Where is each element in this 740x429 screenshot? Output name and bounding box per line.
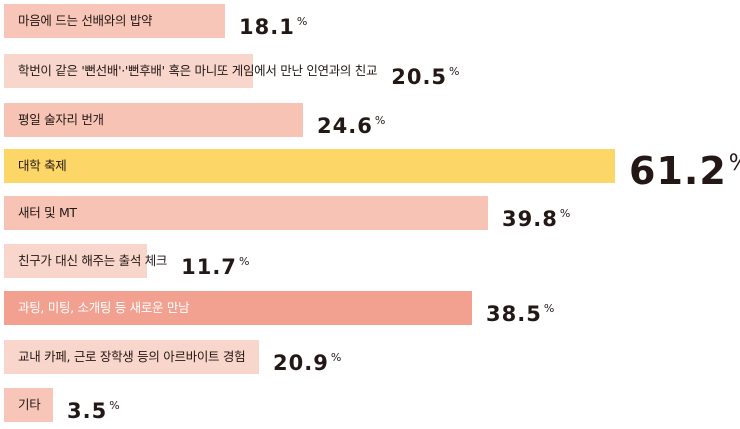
value-label: 20.9% (273, 340, 342, 381)
value-number: 39.8 (502, 207, 558, 231)
category-label: 친구가 대신 해주는 출석 체크 (18, 253, 168, 268)
bar (4, 244, 147, 278)
category-label: 과팅, 미팅, 소개팅 등 새로운 만남 (18, 300, 190, 315)
bar (4, 54, 253, 88)
bar (4, 196, 488, 230)
bar (4, 4, 225, 38)
bar (4, 103, 303, 137)
value-label: 11.7% (181, 244, 250, 285)
bar (4, 388, 53, 422)
bar (4, 149, 615, 183)
category-label: 마음에 드는 선배와의 밥약 (18, 13, 153, 28)
value-label: 39.8% (502, 196, 571, 237)
category-label: 평일 술자리 번개 (18, 112, 104, 127)
percent-sign: % (543, 302, 556, 315)
value-number: 20.9 (273, 351, 329, 375)
value-label: 3.5% (67, 388, 121, 429)
value-number: 11.7 (181, 255, 237, 279)
percent-sign: % (449, 65, 461, 78)
value-label: 18.1% (239, 4, 308, 45)
percent-sign: % (729, 151, 740, 176)
value-label: 20.5% (391, 54, 460, 95)
value-number: 20.5 (391, 65, 448, 89)
percent-sign: % (374, 114, 387, 127)
value-number: 38.5 (486, 302, 542, 326)
bar (4, 340, 259, 374)
percent-sign: % (238, 255, 251, 268)
value-label: 24.6% (317, 103, 386, 144)
value-number: 24.6 (317, 114, 373, 138)
value-number: 18.1 (239, 15, 295, 39)
category-label: 새터 및 MT (18, 205, 77, 220)
value-number: 3.5 (67, 399, 108, 423)
percent-sign: % (109, 399, 121, 412)
percent-sign: % (296, 15, 309, 28)
percent-sign: % (559, 207, 572, 220)
percent-sign: % (330, 351, 343, 364)
value-label: 61.2% (629, 145, 740, 190)
value-label: 38.5% (486, 291, 555, 332)
category-label: 학번이 같은 '뻔선배'·'뻔후배' 혹은 마니또 게임에서 만난 인연과의 친… (18, 63, 378, 78)
category-label: 기타 (18, 397, 41, 412)
category-label: 대학 축제 (18, 158, 67, 173)
value-number: 61.2 (629, 149, 727, 193)
category-label: 교내 카페, 근로 장학생 등의 아르바이트 경험 (18, 349, 246, 364)
bar (4, 291, 472, 325)
